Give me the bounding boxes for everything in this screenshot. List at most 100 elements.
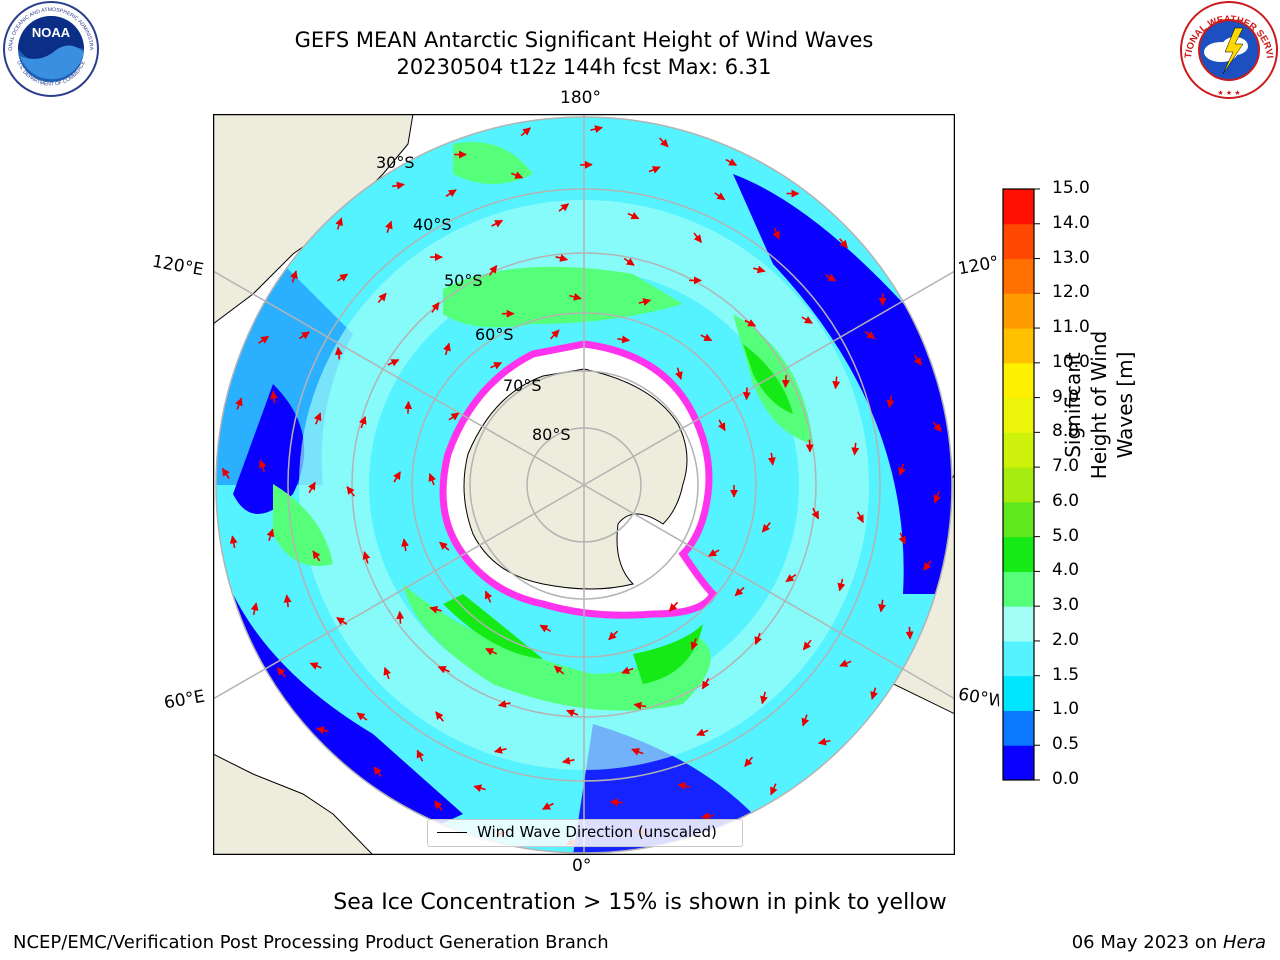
wind-wave-arrow	[542, 802, 554, 810]
wind-wave-arrow	[498, 699, 511, 708]
wind-wave-arrow	[870, 687, 878, 700]
colorbar-tick-label: 0.0	[1052, 769, 1080, 789]
wind-wave-arrow	[313, 412, 322, 425]
wind-wave-arrow	[770, 783, 778, 796]
colorbar-swatch	[1003, 745, 1034, 781]
wind-wave-arrow	[886, 395, 895, 409]
wind-wave-arrow	[359, 415, 367, 429]
wind-wave-arrow	[258, 335, 270, 344]
polar-map: 30°S 40°S 50°S 60°S 70°S 80°S	[213, 114, 955, 855]
wind-wave-arrow	[490, 361, 503, 370]
wind-wave-arrow	[356, 712, 368, 721]
wind-wave-arrow	[258, 459, 267, 472]
wind-wave-arrow	[553, 665, 565, 675]
wind-wave-arrow	[308, 481, 316, 494]
wind-wave-arrow	[668, 601, 679, 612]
wind-wave-arrow	[443, 342, 451, 356]
wind-wave-arrow	[590, 125, 603, 133]
colorbar-swatch	[1003, 328, 1034, 364]
wind-wave-arrow	[337, 273, 349, 282]
wind-wave-arrow	[742, 387, 751, 401]
wind-wave-arrow	[283, 594, 292, 608]
wind-wave-arrow	[431, 301, 440, 313]
wind-wave-arrow	[675, 367, 683, 380]
wind-wave-arrow	[336, 617, 348, 625]
colorbar-swatch	[1003, 675, 1034, 711]
footer-host: Hera	[1222, 932, 1266, 953]
wind-wave-arrow	[898, 463, 906, 476]
wind-wave-arrow	[754, 632, 762, 645]
colorbar-tick-label: 1.5	[1052, 664, 1080, 685]
legend: Wind Wave Direction (unscaled)	[427, 819, 743, 847]
wind-wave-arrow	[550, 329, 560, 340]
wind-wave-arrow	[416, 749, 425, 762]
lat-label-40s: 40°S	[413, 215, 452, 234]
wind-wave-arrow	[404, 400, 413, 414]
wind-wave-arrow	[393, 471, 401, 483]
footer-date: 06 May 2023 on Hera	[1072, 932, 1266, 953]
wind-wave-arrow	[832, 376, 841, 390]
wind-wave-arrow	[494, 746, 507, 754]
wind-wave-arrow	[401, 538, 409, 552]
wind-wave-arrow	[561, 756, 575, 765]
wind-wave-arrow	[558, 203, 570, 212]
nws-logo: NATIONAL WEATHER SERVICE ★ ★ ★	[1177, 0, 1278, 99]
wind-wave-arrow	[569, 292, 582, 301]
wind-wave-arrow	[767, 452, 776, 466]
chart-subtitle: 20230504 t12z 144h fcst Max: 6.31	[396, 55, 772, 79]
wind-wave-arrow	[437, 666, 450, 674]
chart-title: GEFS MEAN Antarctic Significant Height o…	[294, 28, 874, 52]
wind-wave-arrow	[744, 319, 757, 327]
colorbar-tick-label: 3.0	[1052, 595, 1080, 616]
lat-label-30s: 30°S	[376, 153, 415, 172]
wind-wave-arrow	[383, 666, 392, 680]
footer-date-text: 06 May 2023 on	[1071, 932, 1223, 953]
wind-wave-arrow	[805, 439, 814, 453]
wind-wave-arrow	[851, 442, 860, 456]
wind-wave-arrow	[335, 217, 343, 230]
wind-wave-arrow	[608, 630, 618, 641]
colorbar-tick-label: 12.0	[1052, 282, 1090, 303]
wind-wave-arrow	[824, 273, 837, 282]
svg-text:★ ★ ★: ★ ★ ★	[1217, 89, 1240, 97]
wind-wave-arrow	[638, 298, 652, 306]
colorbar-tick-label: 6.0	[1052, 490, 1080, 511]
colorbar-tick-label: 13.0	[1052, 247, 1090, 268]
wind-wave-arrow	[761, 522, 771, 533]
wind-wave-arrow	[785, 573, 797, 583]
lat-label-60s: 60°S	[475, 325, 514, 344]
wind-wave-arrow	[617, 335, 631, 344]
wind-wave-arrow	[387, 358, 400, 367]
wind-wave-arrow	[838, 238, 848, 249]
noaa-logo-label: NOAA	[32, 25, 71, 40]
wind-wave-arrow	[229, 535, 238, 549]
wind-wave-arrow	[316, 726, 329, 735]
colorbar-swatch	[1003, 501, 1034, 538]
wind-wave-arrow	[221, 467, 230, 479]
wind-wave-arrow	[485, 647, 498, 656]
wind-wave-arrow	[878, 599, 886, 613]
wind-wave-arrow	[659, 137, 669, 148]
wind-wave-arrow	[473, 784, 486, 793]
colorbar-swatch	[1003, 467, 1034, 503]
wind-wave-arrow	[392, 181, 405, 190]
wind-wave-arrow	[864, 330, 876, 340]
noaa-logo: NOAA NATIONAL OCEANIC AND ATMOSPHERIC AD…	[0, 0, 99, 97]
colorbar-swatch	[1003, 362, 1034, 399]
colorbar-tick-label: 2.0	[1052, 629, 1080, 650]
wind-wave-arrow	[334, 346, 343, 360]
wind-wave-arrow	[839, 659, 852, 667]
colorbar-swatch	[1003, 293, 1034, 329]
colorbar-tick-label: 1.0	[1052, 699, 1080, 720]
wind-wave-arrow	[802, 639, 812, 651]
wind-wave-arrow	[250, 602, 259, 615]
wind-wave-arrow	[623, 257, 635, 266]
colorbar-swatch	[1003, 536, 1034, 572]
wind-wave-arrow	[396, 610, 405, 624]
wind-wave-arrow	[429, 605, 442, 614]
colorbar-tick-label: 14.0	[1052, 212, 1090, 233]
colorbar-tick-label: 8.0	[1052, 421, 1080, 442]
wind-wave-arrow	[312, 550, 321, 562]
wind-wave-arrow	[708, 549, 720, 557]
wind-wave-arrow	[448, 412, 460, 421]
